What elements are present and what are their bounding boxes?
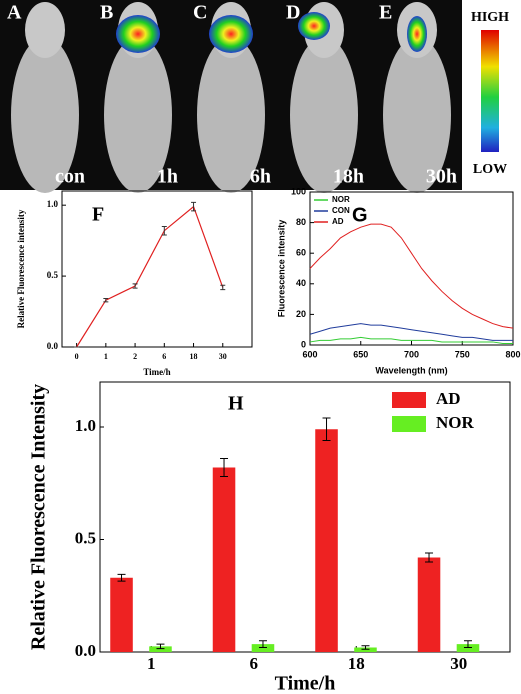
mouse-head	[25, 2, 65, 58]
time-label: 6h	[250, 166, 271, 188]
mouse-body	[290, 37, 358, 193]
line	[76, 205, 224, 348]
chart: 0.0 0.5 1.0 H Time/h Relative Fluorescence In…	[28, 381, 511, 694]
x-tick-label: 18	[348, 654, 365, 673]
panel-label: F	[92, 204, 104, 226]
mouse-body	[383, 37, 451, 193]
y-tick-label: 40	[296, 278, 306, 288]
scale-high: HIGH	[471, 10, 509, 25]
error-bar	[191, 201, 197, 212]
error-bar	[258, 640, 267, 648]
x-axis-label: Time/h	[143, 367, 170, 377]
error-bar	[220, 284, 226, 291]
chart: 0 20 40 60 80 100 G Wavelength (nm) Fluorescence…	[276, 186, 520, 375]
legend-label: CON	[332, 206, 350, 215]
error-bar	[117, 573, 126, 582]
time-label: 1h	[157, 166, 178, 188]
error-bar	[463, 640, 472, 648]
signal	[116, 15, 160, 53]
color-scale	[481, 30, 499, 152]
x-axis-label: Time/h	[275, 673, 336, 694]
y-tick-label: 0.0	[75, 641, 96, 660]
legend-label: NOR	[332, 195, 350, 204]
x-tick-label: 1	[147, 654, 156, 673]
x-tick-label: 18	[190, 352, 198, 361]
signal	[298, 12, 330, 40]
panel-letter: B	[100, 2, 113, 24]
x-tick-label: 600	[302, 349, 317, 359]
error-bar	[161, 225, 167, 236]
y-tick-label: 0.0	[47, 341, 59, 351]
panel-letter: D	[286, 2, 300, 24]
error-bar	[361, 645, 370, 650]
x-tick-label: 2	[133, 352, 137, 361]
y-tick-label: 0.5	[47, 270, 59, 280]
y-tick-label: 1.0	[47, 199, 59, 209]
mouse-body	[104, 37, 172, 193]
y-tick-label: 100	[291, 186, 306, 196]
y-tick-label: 80	[296, 217, 306, 227]
bar	[149, 646, 172, 652]
x-tick-label: 30	[219, 352, 227, 361]
time-label: 30h	[426, 166, 457, 188]
panel-letter: A	[7, 2, 22, 24]
bar	[212, 467, 236, 652]
x-tick-label: 6	[162, 352, 166, 361]
y-tick-label: 0	[301, 339, 306, 349]
bar	[110, 577, 133, 652]
chart: 0.0 0.5 1.0 F Time/h Relative Fluorescence in…	[16, 190, 253, 377]
x-tick-label: 800	[505, 349, 520, 359]
bar	[456, 644, 480, 652]
mouse-body	[197, 37, 265, 193]
signal	[209, 15, 253, 53]
time-label: con	[55, 166, 85, 188]
y-axis-label: Relative Fluorescence intensity	[16, 209, 26, 328]
x-tick-label: 6	[250, 654, 259, 673]
time-label: 18h	[333, 166, 364, 188]
error-bar	[322, 417, 331, 441]
legend-label: NOR	[436, 413, 475, 432]
bar	[315, 429, 338, 652]
y-tick-label: 0.5	[75, 528, 96, 547]
mouse-body	[11, 37, 79, 193]
legend-swatch	[392, 416, 426, 432]
scale-low: LOW	[473, 162, 507, 177]
error-bar	[156, 643, 165, 650]
x-tick-label: 30	[450, 654, 467, 673]
plot-frame	[61, 190, 253, 348]
bar	[251, 644, 275, 652]
plot-frame	[99, 381, 511, 653]
y-tick-label: 1.0	[75, 416, 96, 435]
x-tick-label: 700	[404, 349, 419, 359]
error-bar	[425, 552, 434, 563]
panel-label: H	[228, 393, 244, 415]
error-bar	[220, 458, 229, 477]
panel-label: G	[352, 204, 368, 226]
bar	[417, 557, 441, 652]
line	[309, 223, 514, 329]
legend-label: AD	[332, 217, 344, 226]
y-tick-label: 60	[296, 248, 306, 258]
error-bar	[132, 283, 138, 289]
line	[309, 336, 513, 344]
x-tick-label: 650	[353, 349, 368, 359]
x-tick-label: 1	[104, 352, 108, 361]
x-tick-label: 0	[75, 352, 79, 361]
panel-letter: C	[193, 2, 207, 24]
line	[309, 323, 513, 341]
legend-label: AD	[436, 389, 461, 408]
legend-swatch	[392, 392, 426, 408]
signal	[407, 16, 427, 52]
x-axis-label: Wavelength (nm)	[375, 365, 447, 375]
y-tick-label: 20	[296, 309, 306, 319]
y-axis-label: Relative Fluorescence Intensity	[28, 384, 50, 650]
error-bar	[103, 297, 109, 303]
x-tick-label: 750	[455, 349, 470, 359]
y-axis-label: Fluorescence intensity	[276, 220, 286, 318]
panel-letter: E	[379, 2, 392, 24]
